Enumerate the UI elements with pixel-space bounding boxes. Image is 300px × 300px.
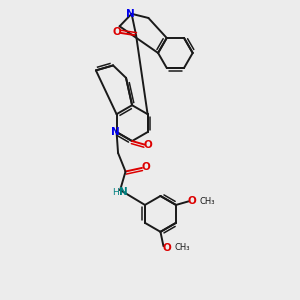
Text: N: N	[119, 187, 128, 196]
Text: O: O	[144, 140, 153, 150]
Text: H: H	[112, 188, 119, 197]
Text: O: O	[162, 243, 171, 253]
Text: O: O	[112, 27, 121, 37]
Text: CH₃: CH₃	[200, 197, 215, 206]
Text: O: O	[141, 162, 150, 172]
Text: N: N	[111, 127, 119, 137]
Text: CH₃: CH₃	[175, 243, 190, 252]
Text: N: N	[126, 9, 134, 19]
Text: O: O	[187, 196, 196, 206]
